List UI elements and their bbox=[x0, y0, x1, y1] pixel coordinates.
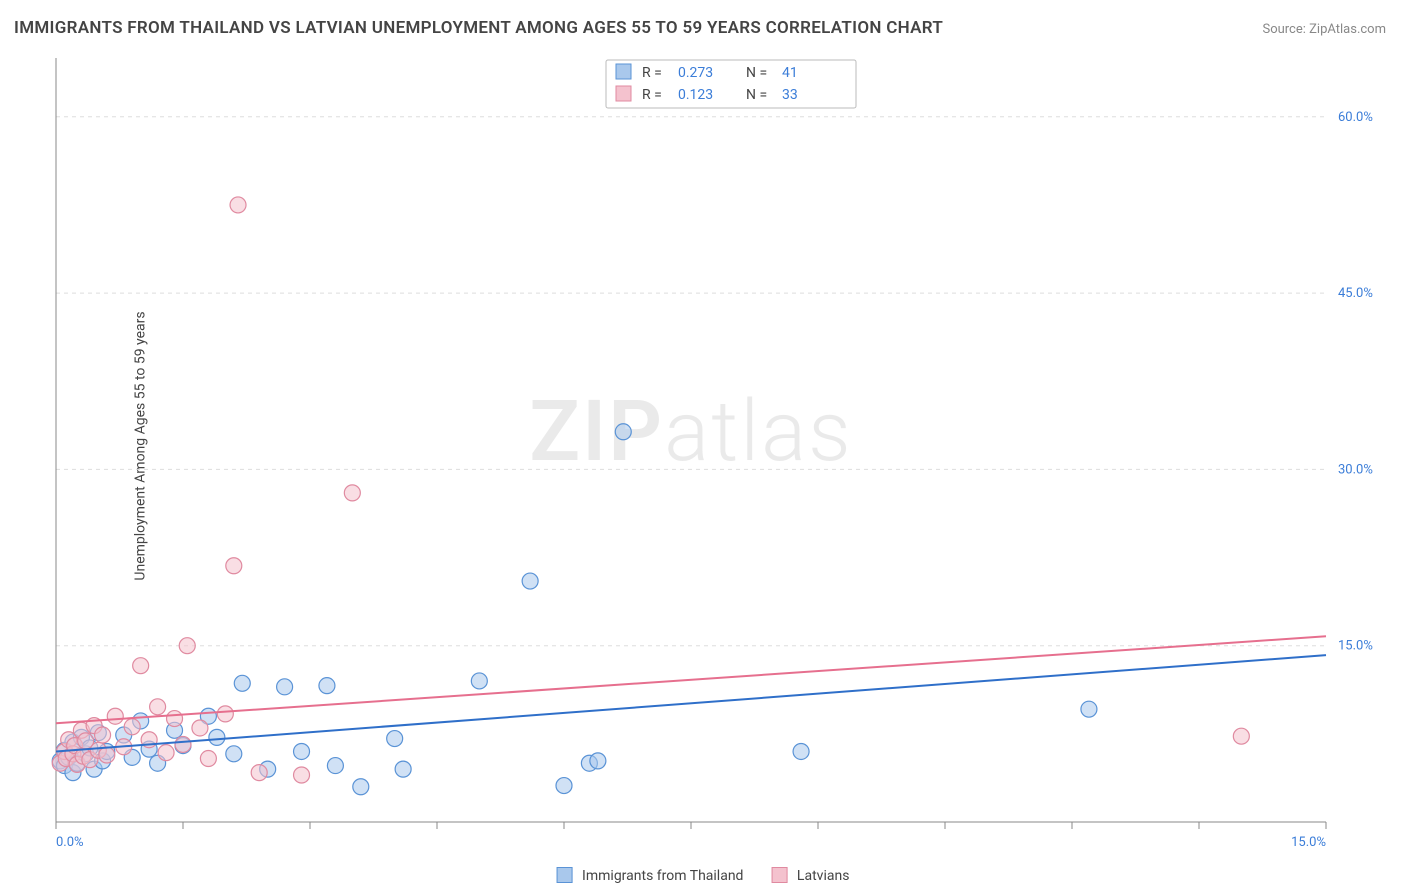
svg-text:60.0%: 60.0% bbox=[1338, 110, 1373, 125]
svg-text:41: 41 bbox=[782, 65, 798, 81]
svg-text:0.123: 0.123 bbox=[678, 87, 713, 103]
legend-item-latvians: Latvians bbox=[771, 867, 849, 884]
legend-label-thailand: Immigrants from Thailand bbox=[582, 868, 743, 884]
legend-bottom: Immigrants from Thailand Latvians bbox=[557, 867, 850, 884]
svg-text:33: 33 bbox=[782, 87, 798, 103]
legend-item-thailand: Immigrants from Thailand bbox=[557, 867, 744, 884]
svg-text:0.0%: 0.0% bbox=[56, 835, 84, 850]
svg-text:30.0%: 30.0% bbox=[1338, 462, 1373, 477]
chart-title: IMMIGRANTS FROM THAILAND VS LATVIAN UNEM… bbox=[14, 18, 943, 38]
svg-text:ZIPatlas: ZIPatlas bbox=[529, 382, 852, 481]
svg-text:15.0%: 15.0% bbox=[1338, 639, 1373, 654]
svg-text:N =: N = bbox=[746, 87, 767, 103]
legend-swatch-latvians bbox=[771, 867, 787, 883]
svg-text:N =: N = bbox=[746, 65, 767, 81]
svg-text:45.0%: 45.0% bbox=[1338, 286, 1373, 301]
scatter-chart: 15.0% 30.0% 45.0% 60.0% 0.0% 15.0% ZIPatlas R =… bbox=[48, 48, 1394, 852]
svg-text:0.273: 0.273 bbox=[678, 65, 713, 81]
plot-area: 15.0% 30.0% 45.0% 60.0% 0.0% 15.0% ZIPatlas R =… bbox=[48, 48, 1394, 852]
svg-text:R =: R = bbox=[642, 87, 662, 103]
svg-text:15.0%: 15.0% bbox=[1291, 835, 1326, 850]
source-attribution: Source: ZipAtlas.com bbox=[1262, 22, 1386, 37]
svg-text:R =: R = bbox=[642, 65, 662, 81]
legend-label-latvians: Latvians bbox=[797, 868, 850, 884]
legend-swatch-thailand bbox=[557, 867, 573, 883]
